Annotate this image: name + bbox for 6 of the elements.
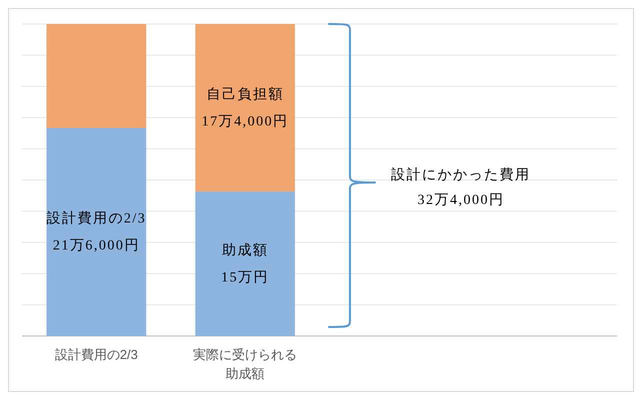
text: 設計にかかった費用 32万4,000円 <box>391 166 531 208</box>
x-tick-label: 設計費用の2/3 <box>54 346 139 364</box>
data-label: 設計費用の2/3 21万6,000円 <box>46 210 146 253</box>
data-label: 自己負担額 17万4,000円 <box>202 86 289 129</box>
x-tick-label: 実際に受けられる助成額 <box>192 346 298 383</box>
data-label: 助成額 15万円 <box>221 242 270 285</box>
